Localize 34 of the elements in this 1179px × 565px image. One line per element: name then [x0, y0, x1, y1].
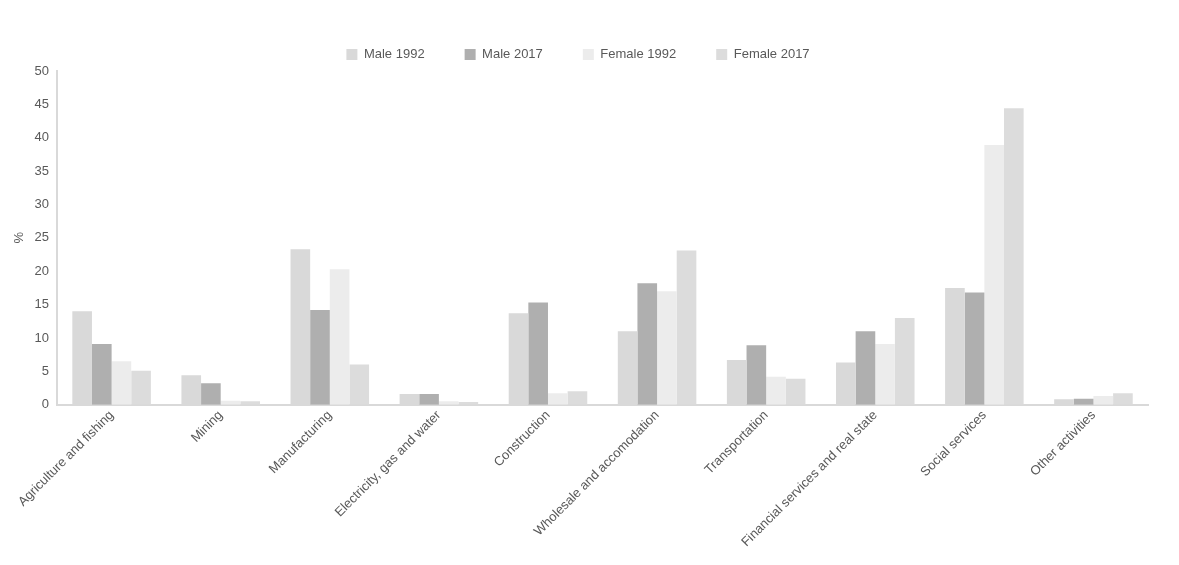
y-tick-label: 45 [34, 95, 50, 111]
y-tick-label: 30 [34, 196, 50, 212]
legend-label: Female 1992 [600, 46, 677, 62]
bar [547, 393, 568, 405]
bar [528, 302, 548, 405]
y-tick-label: 35 [34, 162, 50, 178]
bar [746, 345, 767, 405]
bar [1093, 395, 1114, 405]
y-tick-label: 20 [34, 262, 50, 278]
bar [111, 361, 132, 405]
bar [766, 376, 786, 405]
y-tick-label: 15 [34, 296, 50, 312]
bar [419, 393, 439, 405]
bar [875, 343, 895, 405]
bar [657, 291, 677, 405]
y-tick-label: 10 [34, 329, 50, 345]
legend-label: Male 2017 [482, 46, 543, 62]
y-tick-label: 5 [41, 362, 50, 378]
bar [964, 292, 985, 405]
bar [637, 283, 658, 405]
y-tick-label: 50 [34, 62, 50, 78]
y-axis-title: % [11, 231, 27, 244]
legend-label: Female 2017 [733, 46, 810, 62]
bar [201, 383, 221, 405]
bar [438, 401, 459, 405]
bar [329, 269, 350, 405]
bar [310, 309, 330, 405]
bar [855, 331, 876, 405]
bar [91, 343, 112, 405]
y-tick-label: 0 [41, 396, 50, 412]
legend-label: Male 1992 [363, 46, 425, 62]
bar [984, 145, 1004, 405]
y-tick-label: 25 [34, 229, 50, 245]
y-tick-label: 40 [34, 129, 50, 145]
